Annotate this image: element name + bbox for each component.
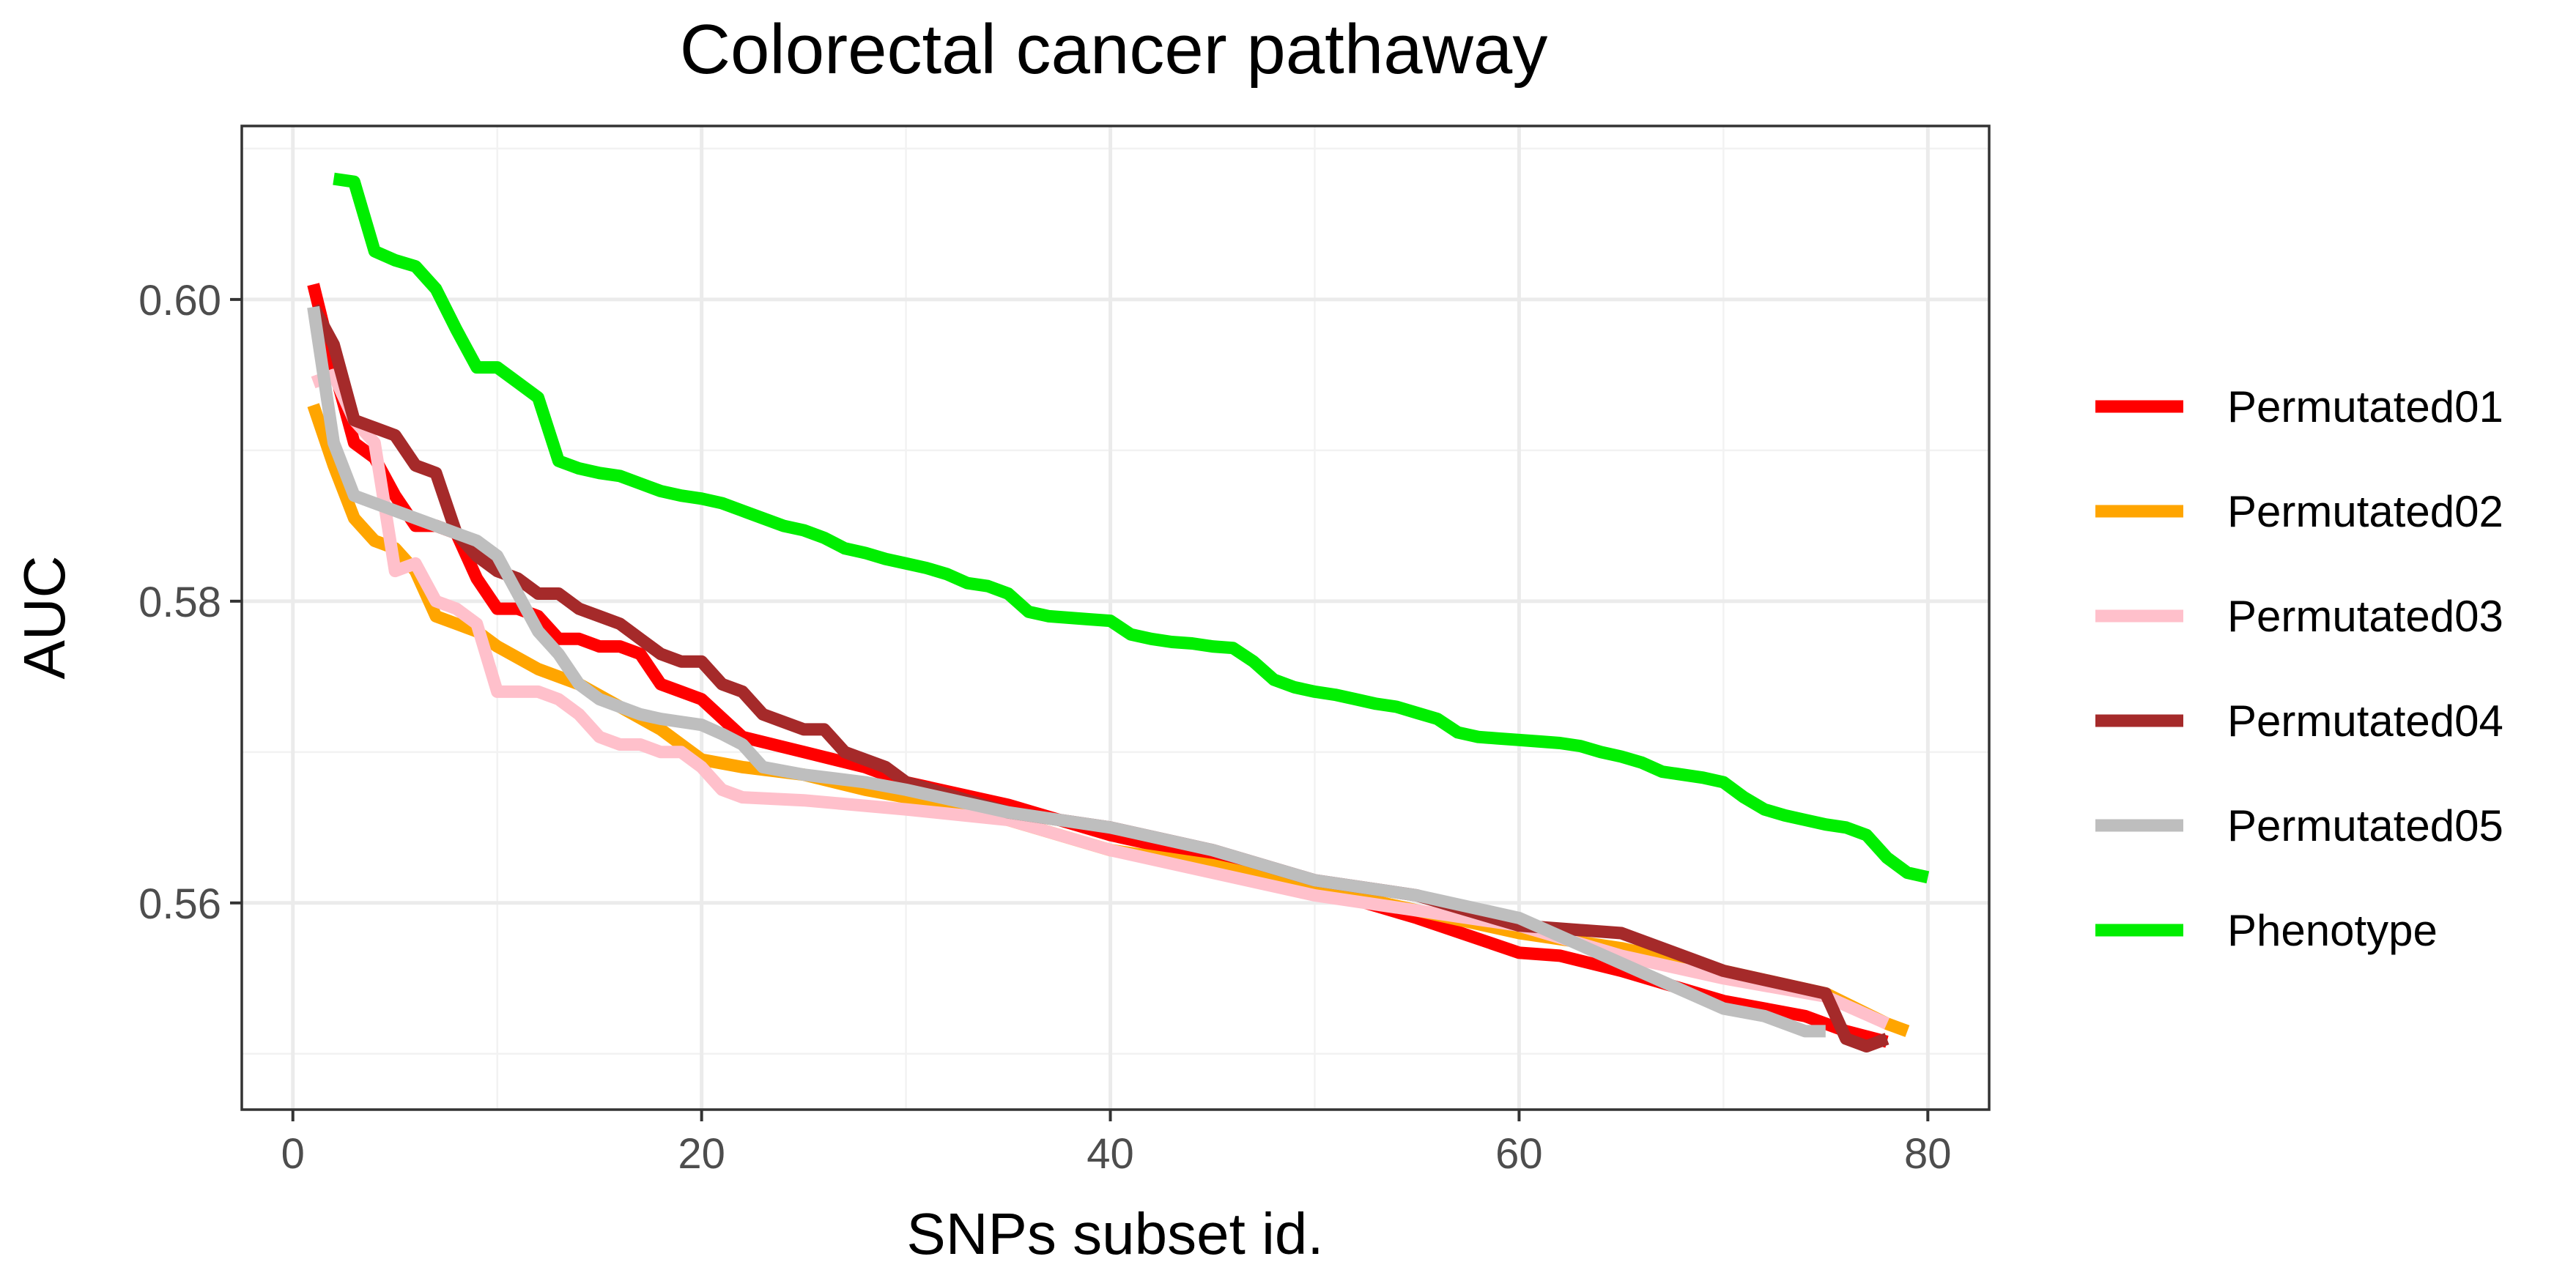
major-y-gridlines — [242, 297, 1989, 905]
x-tick-label: 60 — [1495, 1130, 1543, 1178]
legend-label-permutated01: Permutated01 — [2227, 382, 2503, 431]
legend: Permutated01 Permutated02 Permutated03 Perm… — [2095, 382, 2503, 955]
minor-x-gridlines — [496, 126, 1725, 1110]
legend-label-permutated03: Permutated03 — [2227, 592, 2503, 641]
y-tick-label: 0.56 — [138, 880, 221, 928]
y-axis-title: AUC — [12, 556, 77, 680]
plot-area — [240, 125, 1991, 1111]
series-line-permutated05 — [307, 305, 1826, 1038]
y-tick-label: 0.60 — [138, 277, 221, 324]
y-axis-ticks: 0.56 0.58 0.60 — [138, 277, 242, 928]
legend-label-permutated02: Permutated02 — [2227, 487, 2503, 536]
x-axis-ticks: 0 20 40 60 80 — [281, 1110, 1952, 1178]
x-tick-label: 40 — [1087, 1130, 1134, 1178]
series-lines — [307, 172, 1930, 1052]
y-tick-label: 0.58 — [138, 579, 221, 626]
x-tick-label: 20 — [678, 1130, 725, 1178]
chart-title: Colorectal cancer pathaway — [680, 10, 1548, 89]
x-axis-title: SNPs subset id. — [906, 1201, 1323, 1266]
series-line-phenotype — [333, 172, 1930, 884]
legend-label-permutated04: Permutated04 — [2227, 697, 2503, 746]
plot-border — [240, 125, 1991, 1111]
x-tick-label: 0 — [281, 1130, 305, 1178]
minor-y-gridlines — [242, 147, 1989, 1055]
legend-label-permutated05: Permutated05 — [2227, 801, 2503, 850]
series-line-permutated03 — [311, 368, 1890, 1030]
x-tick-label: 80 — [1904, 1130, 1952, 1178]
legend-label-phenotype: Phenotype — [2227, 906, 2438, 955]
